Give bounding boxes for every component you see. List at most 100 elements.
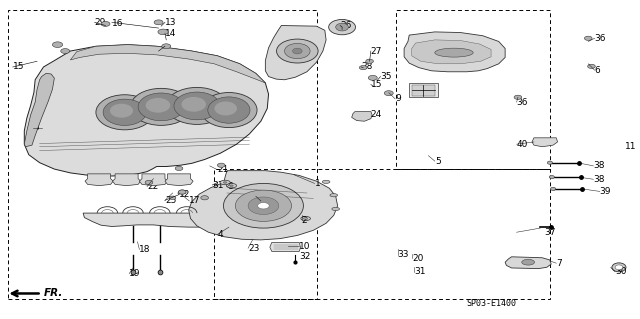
Text: 15: 15	[371, 80, 382, 89]
Text: 30: 30	[615, 267, 627, 276]
Ellipse shape	[220, 180, 230, 185]
Text: 38: 38	[593, 161, 605, 170]
Ellipse shape	[550, 187, 556, 190]
Bar	[396, 10, 550, 169]
Text: 33: 33	[397, 250, 409, 259]
Ellipse shape	[368, 75, 377, 80]
Ellipse shape	[323, 180, 330, 183]
Text: 24: 24	[371, 110, 382, 119]
Ellipse shape	[549, 175, 554, 179]
Polygon shape	[532, 138, 557, 147]
Polygon shape	[412, 40, 491, 64]
Text: 20: 20	[412, 254, 424, 263]
Ellipse shape	[227, 183, 237, 188]
Ellipse shape	[330, 194, 338, 197]
Text: SP03-E1400: SP03-E1400	[467, 299, 516, 308]
Ellipse shape	[179, 190, 186, 194]
Polygon shape	[83, 213, 219, 227]
Ellipse shape	[179, 190, 186, 194]
Text: 39: 39	[600, 187, 611, 196]
Ellipse shape	[110, 104, 133, 118]
Text: 38: 38	[593, 175, 605, 184]
Text: 4: 4	[218, 230, 223, 239]
Ellipse shape	[208, 97, 250, 123]
Text: 36: 36	[516, 98, 528, 107]
Polygon shape	[24, 45, 269, 176]
Polygon shape	[189, 171, 338, 240]
Text: 16: 16	[112, 19, 124, 28]
Ellipse shape	[175, 166, 183, 171]
Polygon shape	[351, 112, 372, 121]
Ellipse shape	[588, 64, 595, 69]
Ellipse shape	[359, 65, 367, 70]
Ellipse shape	[103, 99, 147, 125]
Ellipse shape	[166, 87, 228, 124]
Ellipse shape	[514, 95, 522, 100]
Ellipse shape	[154, 20, 163, 25]
Ellipse shape	[584, 36, 592, 41]
Ellipse shape	[522, 259, 534, 265]
Ellipse shape	[258, 203, 269, 209]
Polygon shape	[409, 83, 438, 97]
Text: 8: 8	[228, 182, 234, 191]
Polygon shape	[404, 32, 505, 72]
Text: 14: 14	[165, 29, 177, 38]
Ellipse shape	[248, 197, 279, 215]
Text: FR.: FR.	[44, 288, 63, 299]
Polygon shape	[505, 257, 551, 269]
Ellipse shape	[201, 196, 209, 200]
Text: 31: 31	[212, 181, 224, 189]
Text: 40: 40	[516, 140, 528, 149]
Ellipse shape	[336, 23, 348, 31]
Text: 15: 15	[13, 63, 24, 71]
Ellipse shape	[329, 19, 355, 35]
Text: 9: 9	[395, 94, 401, 103]
Text: 36: 36	[595, 34, 606, 43]
Ellipse shape	[61, 48, 70, 54]
Ellipse shape	[101, 21, 110, 26]
Ellipse shape	[162, 44, 171, 49]
Text: 19: 19	[129, 269, 141, 278]
Ellipse shape	[182, 97, 206, 112]
Text: 28: 28	[361, 63, 372, 71]
Ellipse shape	[547, 161, 552, 164]
Text: 21: 21	[218, 165, 228, 174]
Ellipse shape	[170, 196, 176, 200]
Text: 12: 12	[179, 190, 191, 199]
Text: 35: 35	[380, 72, 392, 81]
Ellipse shape	[158, 29, 168, 35]
Bar	[8, 10, 317, 299]
Polygon shape	[270, 242, 301, 251]
Text: 1: 1	[315, 179, 321, 188]
Text: 13: 13	[165, 18, 177, 27]
Text: 17: 17	[189, 197, 201, 205]
Ellipse shape	[174, 92, 220, 120]
Ellipse shape	[145, 180, 153, 185]
Ellipse shape	[612, 263, 626, 272]
Ellipse shape	[236, 190, 292, 221]
Polygon shape	[140, 174, 168, 186]
Text: 37: 37	[545, 228, 556, 237]
Text: 7: 7	[556, 259, 562, 268]
Ellipse shape	[435, 48, 473, 57]
Ellipse shape	[615, 265, 623, 270]
Text: 3: 3	[33, 123, 39, 132]
Ellipse shape	[230, 185, 234, 187]
Ellipse shape	[131, 88, 192, 125]
Text: 23: 23	[248, 244, 259, 253]
Polygon shape	[24, 73, 54, 147]
Text: 10: 10	[300, 242, 311, 251]
Polygon shape	[412, 85, 435, 96]
Ellipse shape	[223, 183, 303, 228]
Ellipse shape	[138, 93, 184, 121]
Text: 27: 27	[371, 47, 382, 56]
Text: 22: 22	[147, 182, 158, 191]
Ellipse shape	[201, 93, 257, 128]
Polygon shape	[70, 45, 266, 83]
Text: 18: 18	[140, 245, 151, 254]
Text: 11: 11	[625, 142, 637, 151]
Bar	[214, 169, 550, 299]
Polygon shape	[113, 174, 141, 186]
Polygon shape	[266, 26, 326, 80]
Text: 25: 25	[165, 196, 177, 205]
